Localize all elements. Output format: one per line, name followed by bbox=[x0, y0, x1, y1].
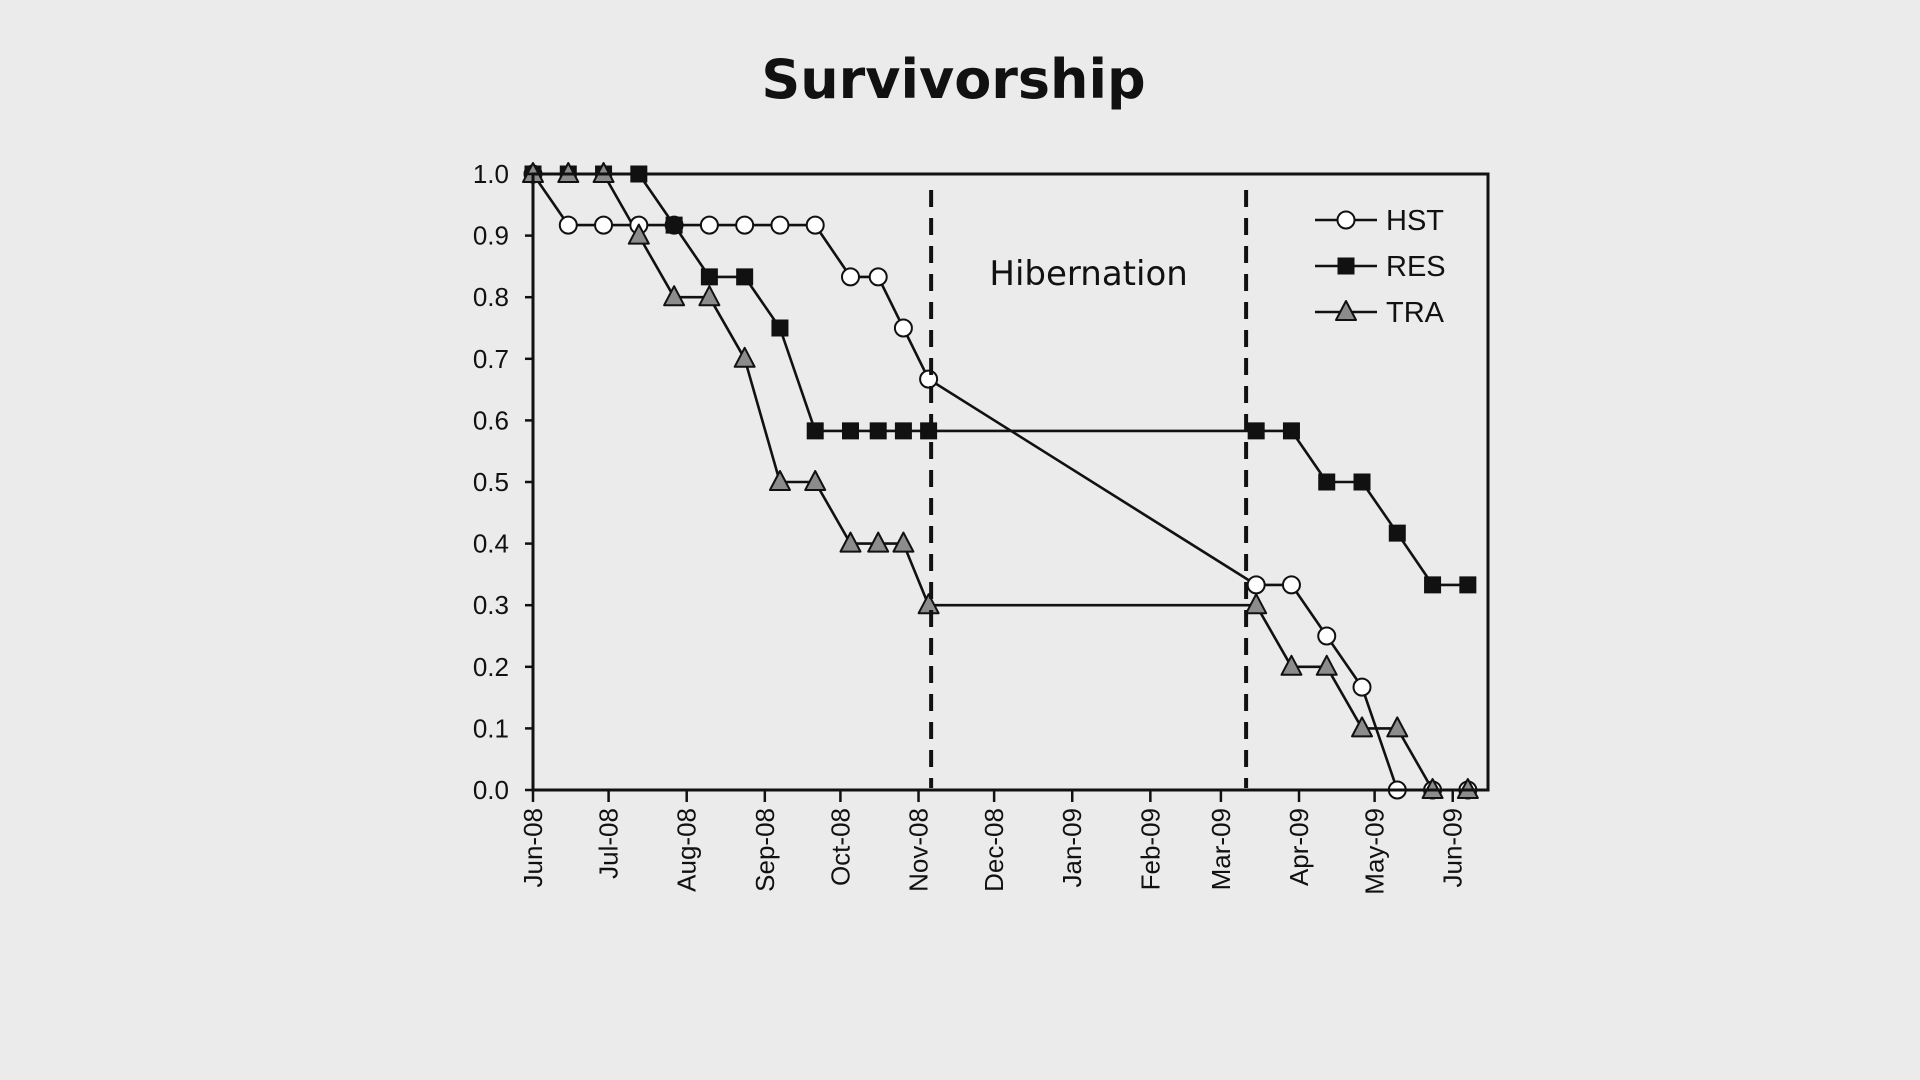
point-hst-8 bbox=[805, 215, 825, 235]
legend-label-res: RES bbox=[1386, 251, 1446, 283]
series-line-res bbox=[533, 172, 1468, 587]
point-tra-13 bbox=[1245, 593, 1268, 615]
legend-label-hst: HST bbox=[1386, 205, 1444, 237]
point-res-16 bbox=[1353, 473, 1371, 491]
point-hst-10 bbox=[868, 267, 888, 287]
y-tick-label: 0.7 bbox=[473, 344, 509, 374]
x-tick-label: Nov-08 bbox=[904, 808, 934, 892]
point-res-18 bbox=[1424, 576, 1442, 594]
point-hst-12 bbox=[919, 369, 939, 389]
point-tra-11 bbox=[892, 531, 915, 553]
point-tra-4 bbox=[663, 285, 686, 307]
x-tick-label: Dec-08 bbox=[979, 808, 1009, 892]
point-tra-9 bbox=[839, 531, 862, 553]
x-tick-label: Oct-08 bbox=[825, 808, 855, 886]
point-res-19 bbox=[1459, 576, 1477, 594]
chart-title: Survivorship bbox=[761, 48, 1146, 111]
point-res-14 bbox=[1282, 422, 1300, 440]
x-tick-label: Feb-09 bbox=[1135, 808, 1165, 890]
x-tick-label: Sep-08 bbox=[750, 808, 780, 892]
x-tick-label: Jun-08 bbox=[518, 808, 548, 888]
y-tick-label: 0.4 bbox=[473, 529, 509, 559]
legend-marker-hst bbox=[1336, 210, 1356, 230]
point-res-5 bbox=[700, 268, 718, 286]
y-tick-label: 0.1 bbox=[473, 713, 509, 743]
point-res-13 bbox=[1247, 422, 1265, 440]
legend-marker-res bbox=[1337, 257, 1355, 275]
y-tick-label: 0.8 bbox=[473, 282, 509, 312]
point-tra-6 bbox=[733, 346, 756, 368]
point-hst-14 bbox=[1281, 575, 1301, 595]
point-hst-13 bbox=[1246, 575, 1266, 595]
point-tra-8 bbox=[804, 470, 827, 491]
hibernation-label: Hibernation bbox=[989, 254, 1187, 294]
point-res-6 bbox=[736, 268, 754, 286]
point-tra-5 bbox=[698, 285, 721, 307]
x-tick-label: Jun-09 bbox=[1438, 808, 1468, 888]
point-hst-5 bbox=[699, 215, 719, 235]
point-hst-16 bbox=[1352, 677, 1372, 697]
point-tra-3 bbox=[627, 223, 650, 245]
point-res-11 bbox=[894, 422, 912, 440]
y-tick-label: 0.3 bbox=[473, 590, 509, 620]
y-tick-label: 0.6 bbox=[473, 405, 509, 435]
x-tick-label: May-09 bbox=[1360, 808, 1390, 895]
y-tick-label: 0.9 bbox=[473, 221, 509, 251]
point-res-8 bbox=[806, 422, 824, 440]
series-layer bbox=[522, 162, 1479, 800]
point-tra-12 bbox=[917, 593, 940, 615]
y-tick-label: 1.0 bbox=[473, 159, 509, 189]
legend: HST RES TRA bbox=[1315, 205, 1446, 329]
point-tra-7 bbox=[768, 470, 791, 491]
point-res-7 bbox=[771, 319, 789, 337]
point-res-15 bbox=[1318, 473, 1336, 491]
x-tick-label: Apr-09 bbox=[1284, 808, 1314, 886]
point-hst-1 bbox=[558, 215, 578, 235]
point-hst-2 bbox=[594, 215, 614, 235]
point-res-12 bbox=[920, 422, 938, 440]
point-hst-15 bbox=[1317, 626, 1337, 646]
point-res-9 bbox=[841, 422, 859, 440]
legend-label-tra: TRA bbox=[1386, 297, 1445, 329]
x-tick-label: Jul-08 bbox=[594, 808, 624, 879]
annotation-layer: Hibernation bbox=[929, 190, 1249, 788]
x-tick-label: Jan-09 bbox=[1057, 808, 1087, 888]
point-hst-11 bbox=[893, 318, 913, 338]
point-hst-6 bbox=[735, 215, 755, 235]
point-hst-7 bbox=[770, 215, 790, 235]
series-line-tra bbox=[533, 172, 1468, 792]
axes-layer: 0.0 0.1 0.2 0.3 0.4 0.5 0.6 0.7 0.8 0.9 1.0 Jun-08 J… bbox=[473, 159, 1490, 895]
x-tick-label: Mar-09 bbox=[1206, 808, 1236, 890]
point-res-10 bbox=[869, 422, 887, 440]
point-tra-10 bbox=[867, 531, 890, 553]
point-hst-9 bbox=[840, 267, 860, 287]
y-tick-label: 0.5 bbox=[473, 467, 509, 497]
legend-marker-tra bbox=[1335, 300, 1357, 321]
point-res-4 bbox=[665, 216, 683, 234]
point-tra-15 bbox=[1315, 654, 1338, 676]
point-tra-14 bbox=[1280, 654, 1303, 676]
y-tick-label: 0.2 bbox=[473, 652, 509, 682]
point-tra-17 bbox=[1386, 716, 1409, 738]
y-tick-label: 0.0 bbox=[473, 775, 509, 805]
x-tick-label: Aug-08 bbox=[672, 808, 702, 892]
point-tra-16 bbox=[1351, 716, 1374, 738]
point-res-17 bbox=[1388, 524, 1406, 542]
